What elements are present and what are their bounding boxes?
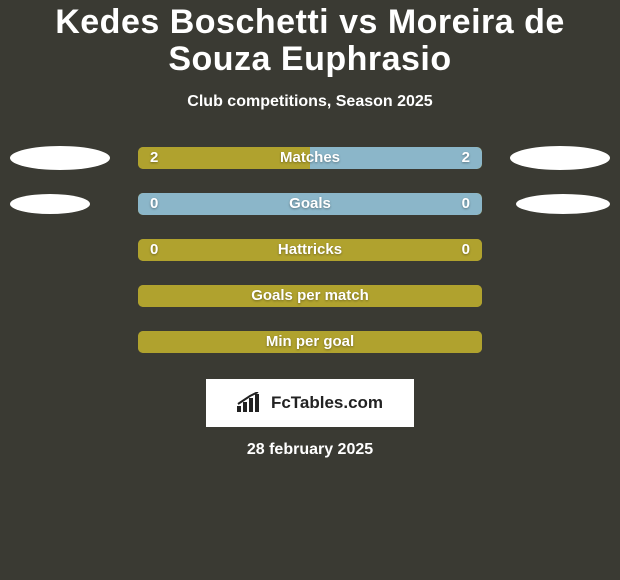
bar-chart-icon xyxy=(237,392,265,414)
stat-label: Goals per match xyxy=(138,287,482,304)
logo-text: FcTables.com xyxy=(271,393,383,413)
player-right-oval xyxy=(510,146,610,170)
player-left-oval xyxy=(10,146,110,170)
stat-label: Min per goal xyxy=(138,333,482,350)
stat-bar: Min per goal xyxy=(138,331,482,353)
stat-bar: 00Hattricks xyxy=(138,239,482,261)
page-title: Kedes Boschetti vs Moreira de Souza Euph… xyxy=(0,0,620,79)
stat-label: Matches xyxy=(138,149,482,166)
stat-label: Goals xyxy=(138,195,482,212)
comparison-card: Kedes Boschetti vs Moreira de Souza Euph… xyxy=(0,0,620,580)
subtitle: Club competitions, Season 2025 xyxy=(0,93,620,111)
stat-bar: 22Matches xyxy=(138,147,482,169)
stat-bar: 00Goals xyxy=(138,193,482,215)
stat-label: Hattricks xyxy=(138,241,482,258)
date-text: 28 february 2025 xyxy=(0,441,620,459)
stat-row: Goals per match xyxy=(0,285,620,307)
stats-container: 22Matches 00Goals 00Hattricks Goals per mat… xyxy=(0,147,620,353)
player-right-oval xyxy=(516,194,610,214)
player-left-oval xyxy=(10,194,90,214)
stat-row: 00Hattricks xyxy=(0,239,620,261)
stat-row: 22Matches xyxy=(0,147,620,169)
stat-bar: Goals per match xyxy=(138,285,482,307)
stat-row: Min per goal xyxy=(0,331,620,353)
stat-row: 00Goals xyxy=(0,193,620,215)
logo-box: FcTables.com xyxy=(206,379,414,427)
